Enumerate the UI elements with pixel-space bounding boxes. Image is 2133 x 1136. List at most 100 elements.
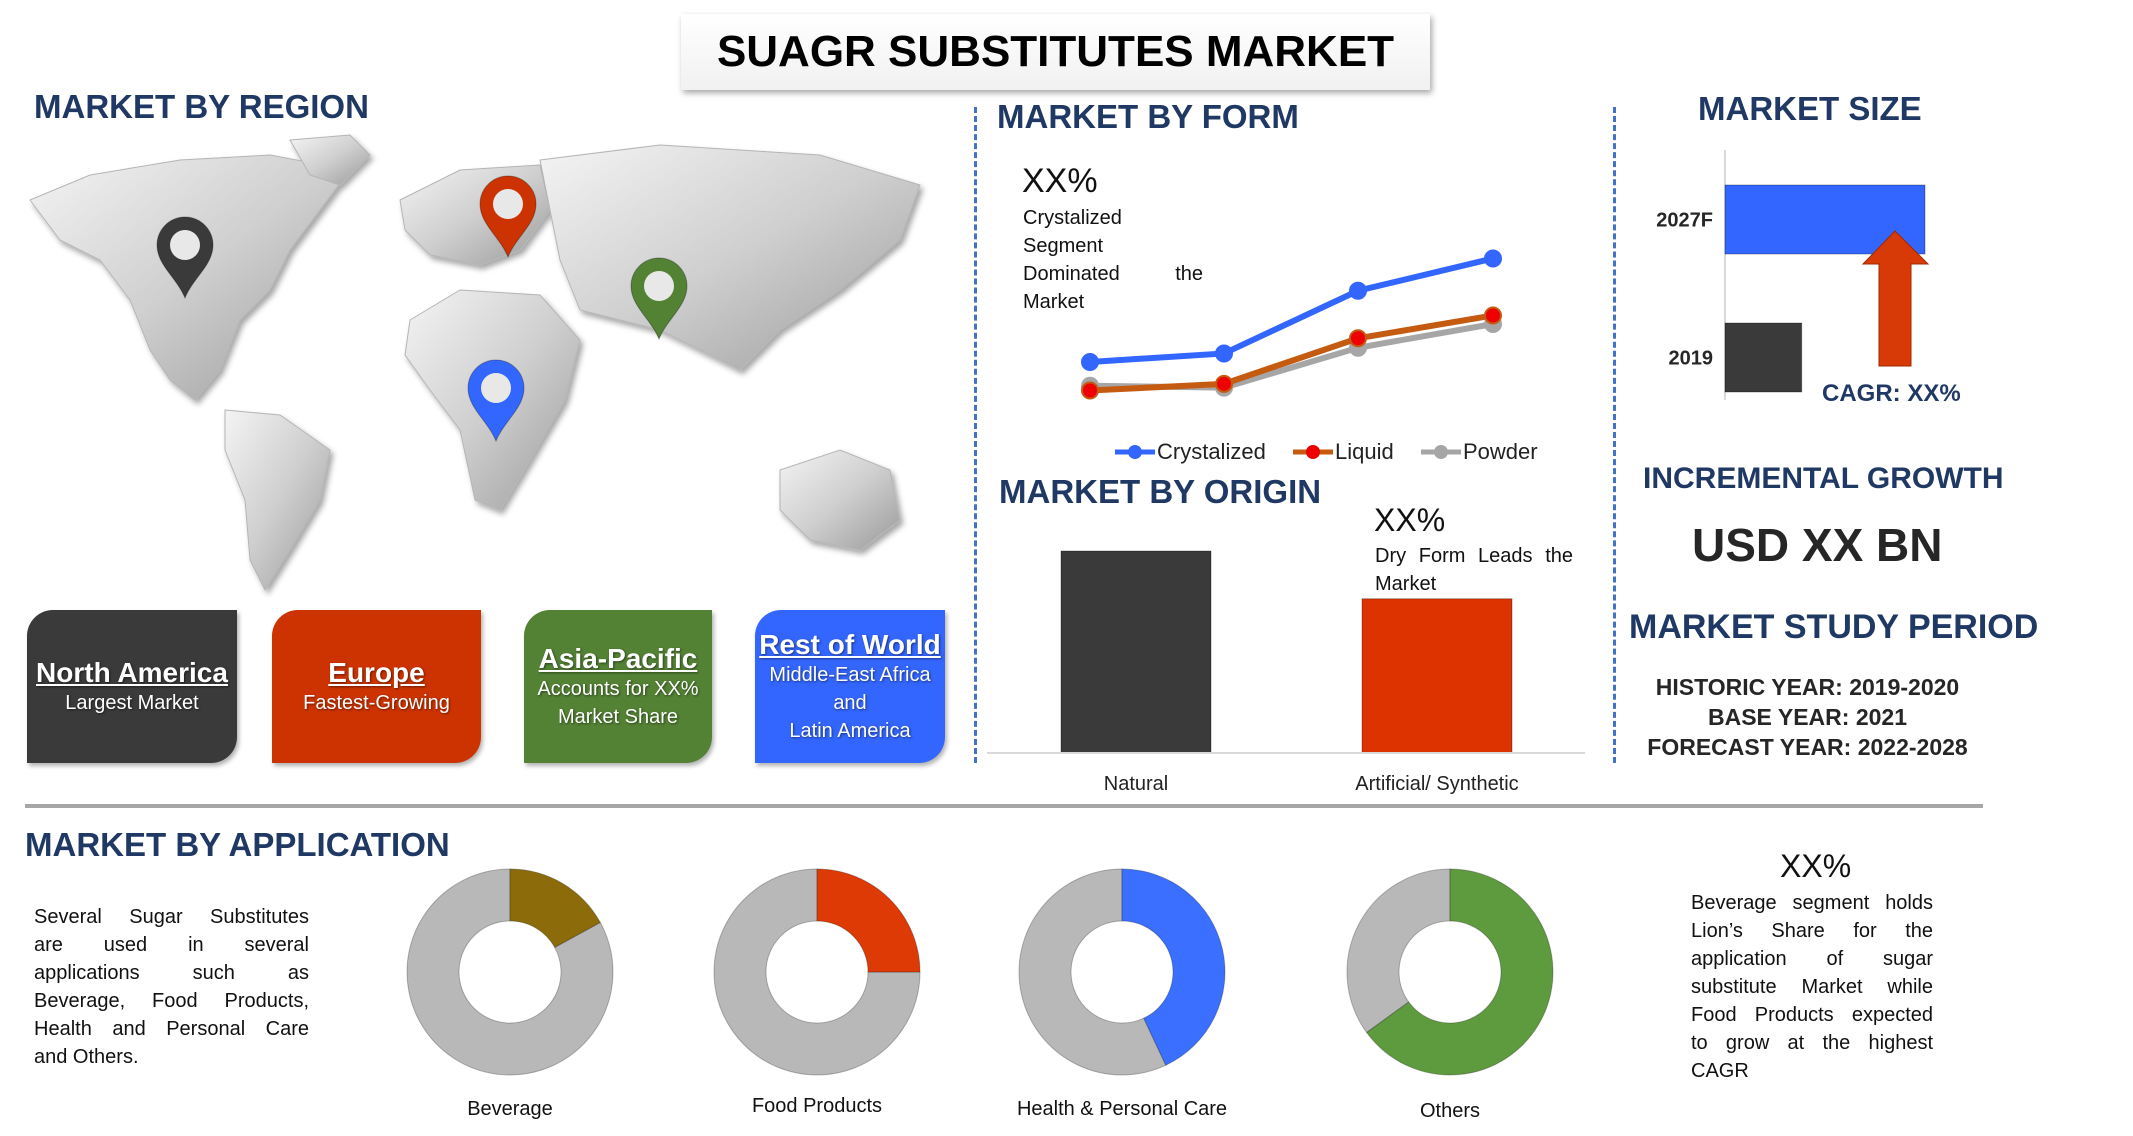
point-crystalized xyxy=(1349,281,1367,300)
application-desc-line: are used in several xyxy=(34,934,309,956)
donut-label: Food Products xyxy=(752,1095,882,1117)
form-note: the xyxy=(1175,263,1203,285)
map-pin-icon-asia-pacific xyxy=(630,257,688,341)
form-note: Dominated xyxy=(1023,263,1120,285)
application-note: CAGR xyxy=(1691,1060,1749,1082)
region-box-asia-pacific[interactable]: Asia-Pacific Accounts for XX% Market Sha… xyxy=(524,610,712,763)
application-donut-charts: Beverage Food Products Health & Personal C… xyxy=(406,868,1554,1122)
origin-heading: MARKET BY ORIGIN xyxy=(999,473,1322,510)
donut-segment-1 xyxy=(816,868,921,973)
origin-note: Dry Form Leads the xyxy=(1375,545,1573,567)
origin-bar-chart: Natural Artificial/ Synthetic xyxy=(987,550,1585,795)
point-liquid xyxy=(1349,329,1367,348)
legend-marker xyxy=(1128,445,1142,459)
donut-segment-3 xyxy=(1365,868,1554,1076)
legend-marker xyxy=(1306,445,1320,459)
legend-marker xyxy=(1434,445,1448,459)
size-heading: MARKET SIZE xyxy=(1698,90,1922,127)
region-box-north-america[interactable]: North America Largest Market xyxy=(27,610,237,763)
forecast-year: FORECAST YEAR: 2022-2028 xyxy=(1647,734,1968,760)
section-divider xyxy=(25,804,1983,808)
study-period-block: HISTORIC YEAR: 2019-2020 BASE YEAR: 2021… xyxy=(1640,672,1975,762)
origin-category-label: Natural xyxy=(1104,773,1168,795)
region-note: Market Share xyxy=(557,705,679,728)
form-heading: MARKET BY FORM xyxy=(997,98,1299,135)
application-desc-line: Beverage, Food Products, xyxy=(34,990,309,1012)
legend-label: Powder xyxy=(1463,439,1538,464)
donut-label: Others xyxy=(1420,1100,1480,1122)
origin-bar-1 xyxy=(1361,598,1513,754)
line-liquid xyxy=(1089,312,1494,394)
application-note: substitute Market while xyxy=(1691,976,1933,998)
donut-rest-segment xyxy=(406,868,614,1076)
form-stat: XX% xyxy=(1022,162,1098,200)
study-heading: MARKET STUDY PERIOD xyxy=(1629,608,2039,646)
donut-rest-segment xyxy=(713,868,921,1076)
application-desc-line: Several Sugar Substitutes xyxy=(34,906,309,928)
origin-bar-0 xyxy=(1060,550,1212,754)
region-note: Accounts for XX% xyxy=(537,677,699,700)
form-note-row: Dominated the xyxy=(1023,260,1203,288)
incremental-value: USD XX BN xyxy=(1692,519,1943,571)
map-pin-icon-europe xyxy=(479,175,537,259)
application-note: Beverage segment holds xyxy=(1691,892,1933,914)
origin-note: Market xyxy=(1375,573,1437,595)
map-pin-icon-north-america xyxy=(156,216,214,300)
origin-category-label: Artificial/ Synthetic xyxy=(1355,773,1518,795)
historic-year: HISTORIC YEAR: 2019-2020 xyxy=(1655,674,1960,700)
divider-dashed xyxy=(974,107,977,763)
application-note-block: Beverage segment holds Lion’s Share for … xyxy=(1691,889,1933,1085)
region-title: North America xyxy=(36,656,228,688)
pin-hole xyxy=(493,189,523,219)
application-note: Food Products expected xyxy=(1691,1004,1933,1026)
point-liquid xyxy=(1484,306,1502,325)
donut-segment-0 xyxy=(509,868,601,949)
divider-dashed xyxy=(1613,107,1616,763)
application-note: application of sugar xyxy=(1691,948,1933,970)
region-note: Latin America xyxy=(789,719,911,742)
region-box-europe[interactable]: Europe Fastest-Growing xyxy=(272,610,481,763)
point-crystalized xyxy=(1484,249,1502,268)
form-note: Segment xyxy=(1023,235,1104,257)
region-pins xyxy=(156,175,688,443)
donut-label: Beverage xyxy=(467,1098,553,1120)
region-note: Largest Market xyxy=(65,691,199,714)
form-note: Crystalized xyxy=(1023,207,1122,229)
legend-label: Liquid xyxy=(1335,439,1394,464)
application-note: Lion’s Share for the xyxy=(1691,920,1933,942)
size-bar-2019 xyxy=(1724,322,1803,393)
origin-note-block: Dry Form Leads the Market xyxy=(1375,542,1573,598)
growth-arrow-icon xyxy=(1861,230,1930,367)
region-box-rest-of-world[interactable]: Rest of World Middle-East Africa and Lat… xyxy=(755,610,945,763)
legend-item-crystalized: Crystalized xyxy=(1115,439,1266,464)
legend-item-liquid: Liquid xyxy=(1293,439,1394,464)
greenland-shape xyxy=(289,134,371,186)
donut-segment-2 xyxy=(1121,868,1226,1066)
region-note: and xyxy=(833,691,867,714)
form-line-chart: Crystalized Liquid Powder xyxy=(1081,249,1538,464)
form-note: Market xyxy=(1023,291,1085,313)
point-crystalized xyxy=(1081,353,1099,371)
legend-label: Crystalized xyxy=(1157,439,1266,464)
south-america-shape xyxy=(224,409,331,592)
region-title: Rest of World xyxy=(759,628,941,660)
donut-rest-segment xyxy=(1018,868,1167,1076)
application-heading: MARKET BY APPLICATION xyxy=(25,826,450,863)
point-liquid xyxy=(1215,374,1233,393)
region-note: Fastest-Growing xyxy=(303,691,450,714)
application-desc-line: Health and Personal Care xyxy=(34,1018,309,1040)
incremental-heading: INCREMENTAL GROWTH xyxy=(1643,462,2004,495)
region-title: Europe xyxy=(328,656,425,688)
base-year: BASE YEAR: 2021 xyxy=(1708,704,1907,730)
page-title: SUAGR SUBSTITUTES MARKET xyxy=(681,14,1430,90)
form-note-block: Crystalized Segment Dominated the Market xyxy=(1023,204,1203,316)
pin-hole xyxy=(481,373,511,403)
region-heading: MARKET BY REGION xyxy=(34,88,369,125)
application-desc-line: and Others. xyxy=(34,1046,139,1068)
application-stat: XX% xyxy=(1780,848,1852,884)
application-note: to grow at the highest xyxy=(1691,1032,1933,1054)
point-crystalized xyxy=(1215,344,1233,363)
line-crystalized xyxy=(1089,255,1494,365)
donut-rest-segment xyxy=(1346,868,1451,1034)
application-desc-line: applications such as xyxy=(34,962,309,984)
